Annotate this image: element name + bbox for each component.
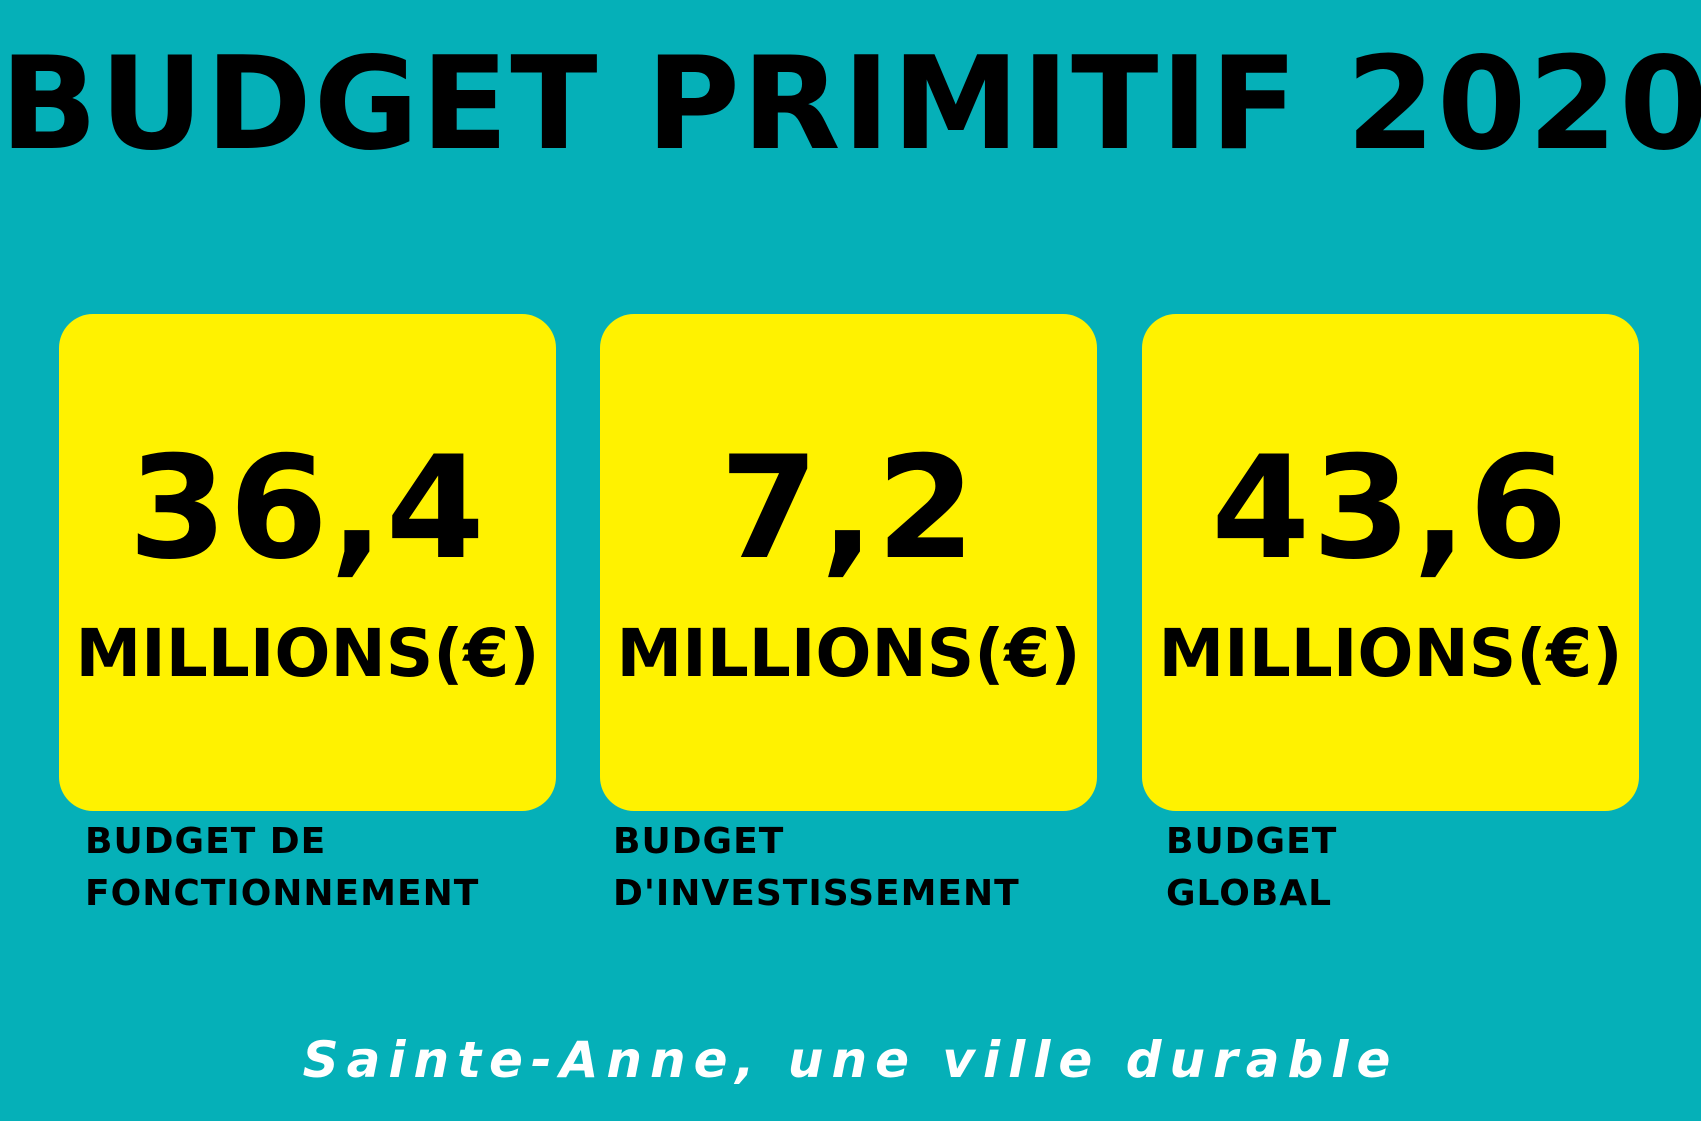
card-label-line2: D'INVESTISSEMENT [613,873,1020,914]
card-unit: MILLIONS(€) [1158,615,1623,692]
card-fonctionnement: 36,4 MILLIONS(€) [59,314,556,811]
tagline: Sainte-Anne, une ville durable [302,1031,1399,1089]
card-label-investissement: BUDGET D'INVESTISSEMENT [613,816,1020,920]
card-investissement: 7,2 MILLIONS(€) [600,314,1097,811]
card-value: 43,6 [1211,426,1570,591]
page-title: BUDGET PRIMITIF 2020 [0,30,1701,179]
card-label-fonctionnement: BUDGET DE FONCTIONNEMENT [85,816,479,920]
card-unit: MILLIONS(€) [75,615,540,692]
card-label-global: BUDGET GLOBAL [1166,816,1337,920]
card-global: 43,6 MILLIONS(€) [1142,314,1639,811]
card-unit: MILLIONS(€) [616,615,1081,692]
card-label-line1: BUDGET [1166,821,1338,862]
card-label-line2: GLOBAL [1166,873,1333,914]
card-value: 36,4 [128,426,487,591]
card-label-line1: BUDGET DE [85,821,327,862]
card-label-line2: FONCTIONNEMENT [85,873,480,914]
card-value: 7,2 [719,426,978,591]
card-label-line1: BUDGET [613,821,785,862]
